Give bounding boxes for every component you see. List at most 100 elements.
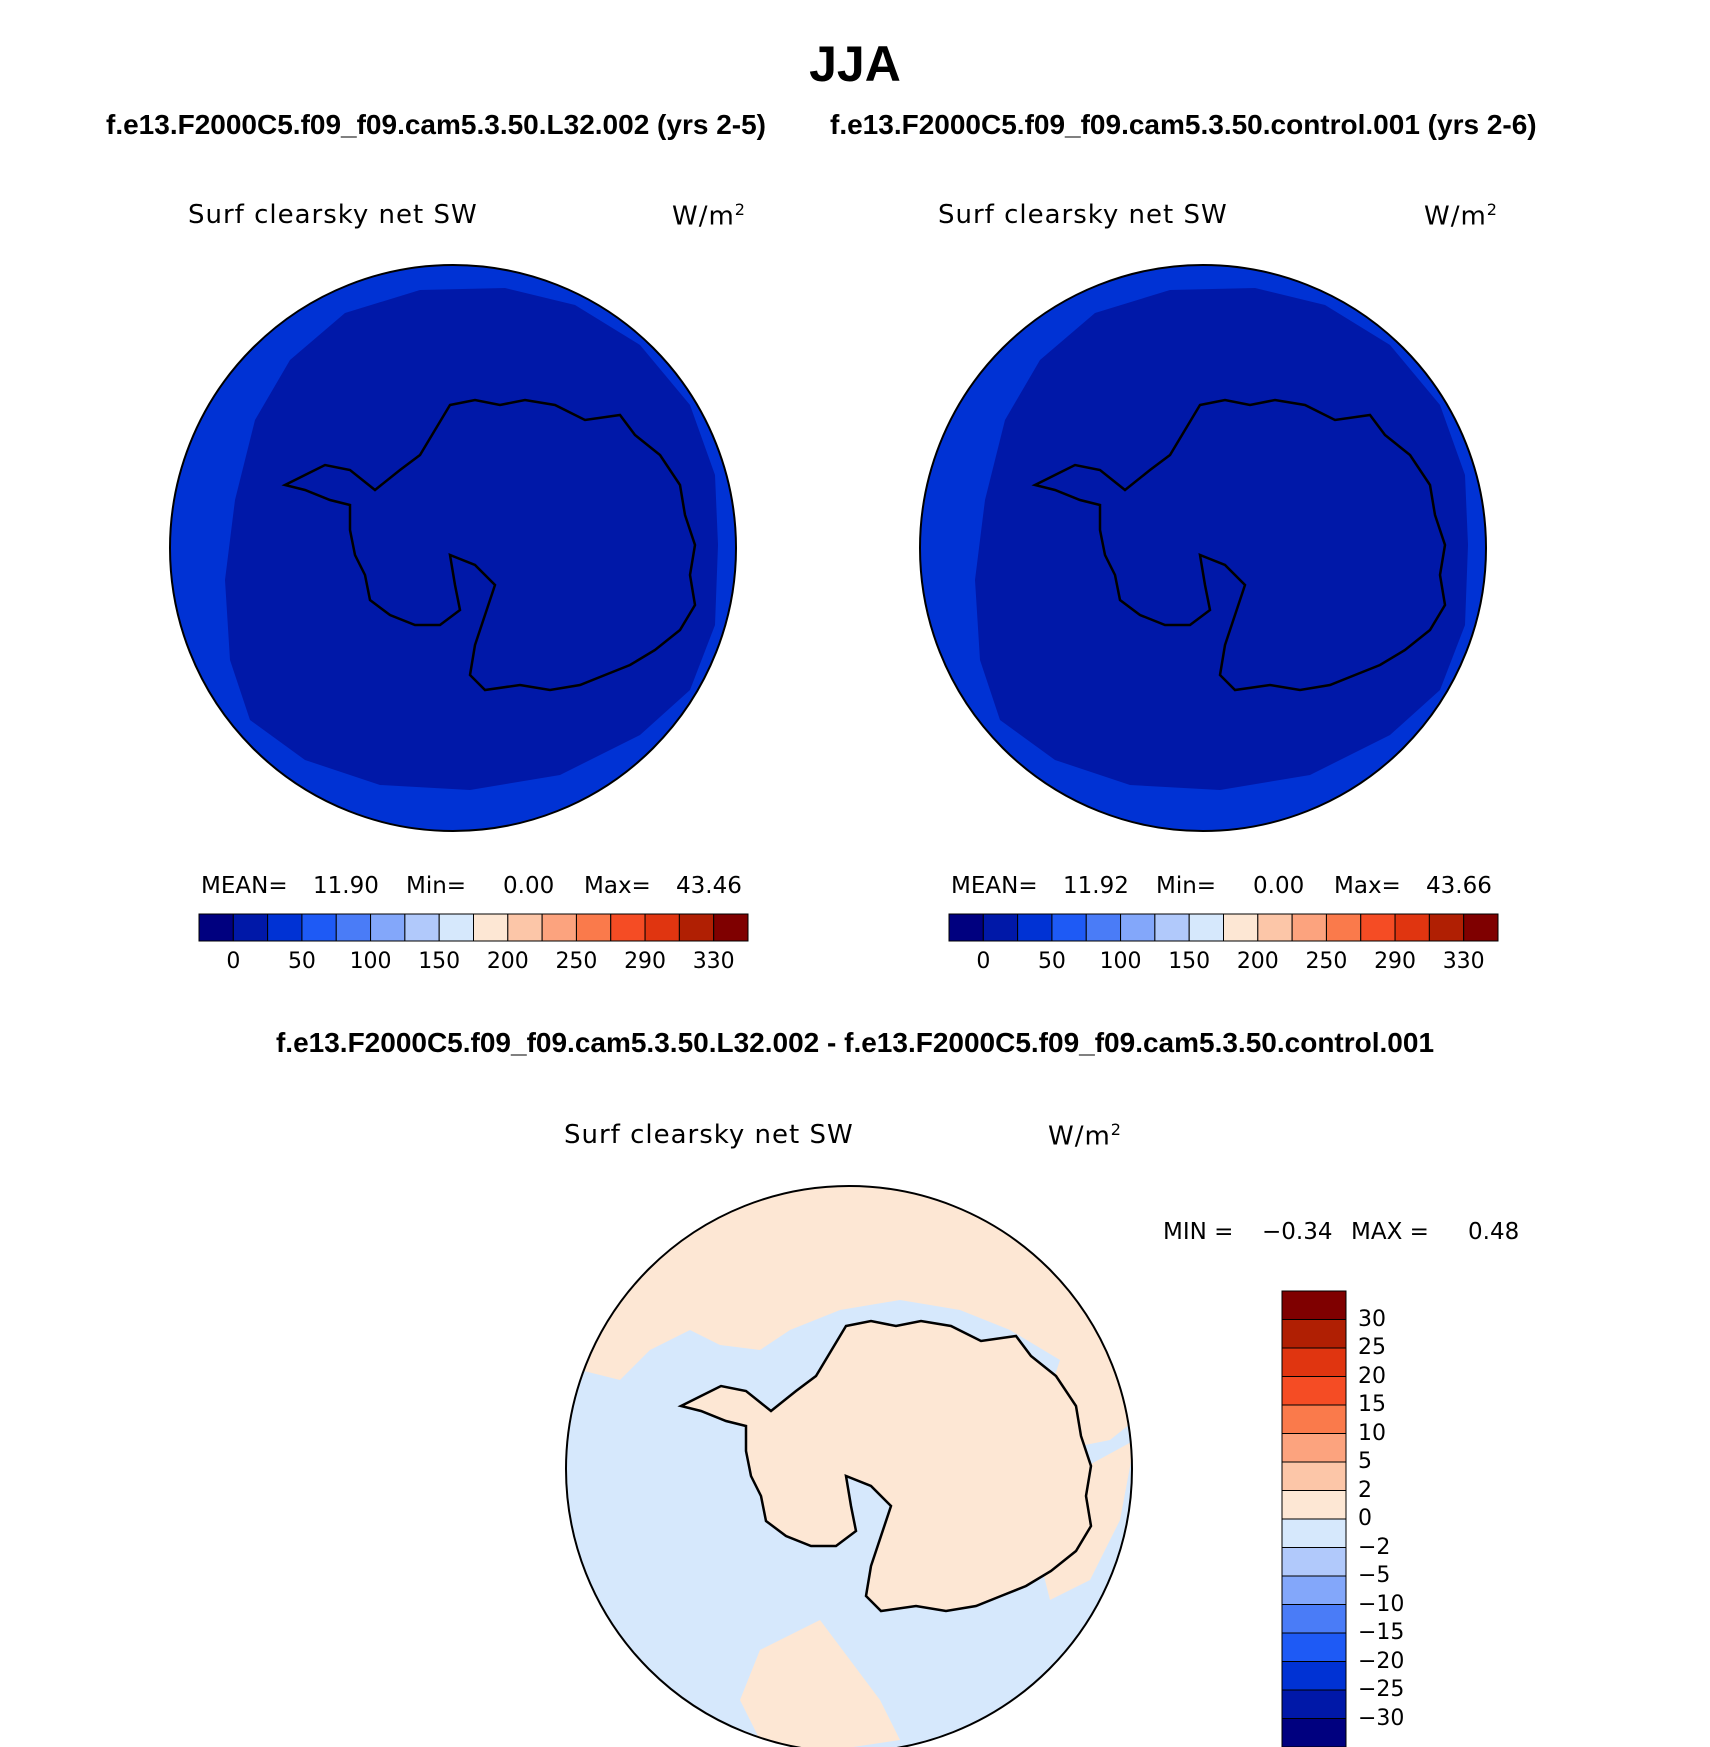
- panel-1-mean-label: MEAN=: [201, 873, 288, 899]
- panel-1-map: [170, 265, 736, 831]
- colorbar-swatch: [1223, 913, 1259, 942]
- difference-positive-region-north: [566, 1186, 1132, 1450]
- colorbar-swatch: [473, 913, 509, 942]
- colorbar-tick-label: −10: [1358, 1591, 1405, 1617]
- panel-2-map: [920, 265, 1486, 831]
- colorbar-swatch: [1051, 913, 1087, 942]
- colorbar-swatch: [1281, 1290, 1347, 1320]
- panel-1-max-label: Max=: [584, 873, 651, 899]
- colorbar-swatch: [507, 913, 543, 942]
- colorbar-swatch: [644, 913, 680, 942]
- colorbar-swatch: [1281, 1547, 1347, 1577]
- colorbar-swatch: [1281, 1661, 1347, 1691]
- colorbar-swatch: [1281, 1490, 1347, 1520]
- colorbar-swatch: [1325, 913, 1362, 942]
- colorbar-swatch: [1281, 1319, 1347, 1349]
- colorbar-tick-label: 100: [1099, 949, 1142, 974]
- colorbar-swatch: [404, 913, 440, 942]
- colorbar-swatch: [1281, 1461, 1347, 1491]
- panel-2-colorbar: [948, 913, 1499, 942]
- panel-2-max-value: 43.66: [1426, 873, 1492, 899]
- colorbar-swatch: [541, 913, 577, 942]
- panel-1-case-title: f.e13.F2000C5.f09_f09.cam5.3.50.L32.002 …: [106, 109, 766, 140]
- panel-1-variable-label: Surf clearsky net SW: [188, 200, 478, 230]
- colorbar-tick-label: 150: [1168, 949, 1211, 974]
- difference-units-label: W/m2: [1048, 1120, 1122, 1152]
- colorbar-tick-label: 25: [1358, 1335, 1386, 1360]
- panel-2-mean-value: 11.92: [1063, 873, 1129, 899]
- difference-max-value: 0.48: [1468, 1219, 1520, 1245]
- panel-1-units-label: W/m2: [672, 200, 746, 232]
- colorbar-swatch: [1281, 1433, 1347, 1463]
- panel-2-interior-region: [975, 288, 1468, 790]
- panel-1-min-value: 0.00: [503, 873, 555, 899]
- colorbar-swatch: [1257, 913, 1293, 942]
- colorbar-tick-label: 0: [1358, 1506, 1372, 1531]
- colorbar-swatch: [1281, 1604, 1347, 1634]
- colorbar-swatch: [438, 913, 474, 942]
- panel-1-min-label: Min=: [406, 873, 467, 899]
- colorbar-tick-label: 20: [1358, 1363, 1386, 1389]
- colorbar-swatch: [335, 913, 372, 942]
- colorbar-swatch: [713, 913, 749, 942]
- difference-variable-label: Surf clearsky net SW: [564, 1120, 854, 1150]
- colorbar-tick-label: 30: [1358, 1306, 1386, 1332]
- panel-1-max-value: 43.46: [676, 873, 742, 899]
- difference-min-value: −0.34: [1262, 1219, 1333, 1245]
- colorbar-tick-label: 0: [226, 949, 241, 974]
- colorbar-swatch: [982, 913, 1019, 942]
- colorbar-swatch: [1281, 1376, 1347, 1406]
- colorbar-swatch: [1154, 913, 1190, 942]
- colorbar-tick-label: −15: [1358, 1620, 1405, 1645]
- colorbar-tick-label: −25: [1358, 1677, 1405, 1702]
- colorbar-swatch: [267, 913, 303, 942]
- difference-positive-region-south: [740, 1620, 900, 1747]
- colorbar-tick-label: 200: [486, 949, 529, 974]
- panel-2-min-label: Min=: [1156, 873, 1217, 899]
- colorbar-swatch: [1188, 913, 1224, 942]
- colorbar-swatch: [1428, 913, 1465, 942]
- colorbar-tick-label: 100: [349, 949, 392, 974]
- difference-map: [566, 1186, 1132, 1747]
- colorbar-swatch: [232, 913, 269, 942]
- main-title: JJA: [809, 36, 901, 92]
- colorbar-tick-label: 2: [1358, 1477, 1372, 1503]
- panel-2-units-label: W/m2: [1424, 200, 1498, 232]
- colorbar-swatch: [1394, 913, 1430, 942]
- colorbar-swatch: [1281, 1718, 1347, 1747]
- colorbar-swatch: [301, 913, 337, 942]
- colorbar-tick-label: −30: [1358, 1705, 1405, 1731]
- panel-2-mean-label: MEAN=: [951, 873, 1038, 899]
- colorbar-swatch: [1360, 913, 1396, 942]
- colorbar-tick-label: 250: [1305, 949, 1348, 974]
- colorbar-tick-label: 50: [287, 949, 316, 974]
- difference-colorbar: [1281, 1290, 1347, 1747]
- difference-map-border: [565, 1185, 1133, 1747]
- difference-max-label: MAX =: [1351, 1219, 1429, 1245]
- colorbar-swatch: [1281, 1518, 1347, 1548]
- colorbar-swatch: [370, 913, 406, 942]
- colorbar-tick-label: 15: [1358, 1392, 1386, 1417]
- colorbar-swatch: [198, 913, 234, 942]
- colorbar-swatch: [1120, 913, 1156, 942]
- colorbar-tick-label: −2: [1358, 1534, 1391, 1560]
- colorbar-swatch: [678, 913, 715, 942]
- colorbar-tick-label: 290: [1374, 949, 1417, 974]
- panel-2-map-border: [919, 264, 1487, 832]
- colorbar-swatch: [610, 913, 646, 942]
- colorbar-tick-label: 330: [1442, 949, 1485, 974]
- colorbar-swatch: [1281, 1632, 1347, 1662]
- panel-2-min-value: 0.00: [1253, 873, 1305, 899]
- colorbar-swatch: [1281, 1404, 1347, 1434]
- colorbar-swatch: [575, 913, 612, 942]
- colorbar-swatch: [948, 913, 984, 942]
- colorbar-swatch: [1085, 913, 1122, 942]
- colorbar-tick-label: 200: [1236, 949, 1279, 974]
- colorbar-swatch: [1281, 1689, 1347, 1719]
- colorbar-swatch: [1017, 913, 1053, 942]
- colorbar-tick-label: 330: [692, 949, 735, 974]
- colorbar-tick-label: −20: [1358, 1648, 1405, 1674]
- colorbar-tick-label: 10: [1358, 1420, 1386, 1446]
- panel-2-max-label: Max=: [1334, 873, 1401, 899]
- colorbar-tick-label: 290: [624, 949, 667, 974]
